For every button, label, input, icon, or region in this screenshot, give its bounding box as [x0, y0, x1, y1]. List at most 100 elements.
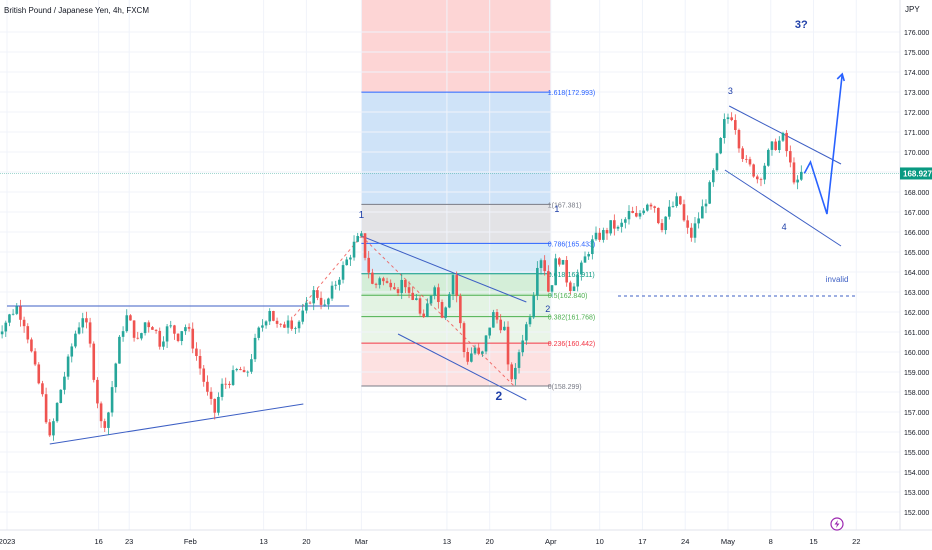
candle-body	[796, 179, 799, 183]
channel-lower	[397, 333, 527, 401]
candle-body	[484, 335, 488, 352]
candle-body	[96, 379, 99, 404]
candle-body	[363, 233, 367, 258]
candle-body	[301, 310, 305, 322]
candle-body	[327, 298, 330, 305]
candle-body	[466, 352, 469, 362]
candle-body	[616, 226, 620, 229]
candle-body	[202, 368, 206, 382]
candle-body	[268, 310, 272, 322]
candle-body	[737, 129, 741, 149]
candle-body	[176, 333, 180, 342]
candle-body	[686, 220, 689, 228]
candle-body	[400, 279, 404, 293]
candle-body	[448, 294, 451, 308]
candle-body	[752, 164, 755, 177]
price-tick-label: 158.000	[904, 390, 929, 397]
invalid-label: invalid	[826, 275, 849, 284]
candle-body	[275, 320, 279, 324]
candle-body	[723, 119, 726, 139]
fib-zone-lightgreen	[361, 295, 551, 317]
candle-body	[165, 326, 169, 342]
price-tick-label: 155.000	[904, 450, 929, 457]
candle-body	[675, 196, 678, 206]
time-tick-label: May	[721, 537, 735, 546]
candle-body	[382, 278, 385, 282]
candle-body	[415, 298, 418, 300]
candle-body	[74, 333, 77, 347]
lightning-icon[interactable]	[830, 517, 844, 531]
candle-body	[543, 260, 546, 272]
candle-body	[638, 213, 642, 217]
candle-body	[187, 327, 191, 329]
candle-body	[756, 176, 759, 180]
time-tick-label: Mar	[355, 537, 368, 546]
candle-body	[657, 207, 660, 224]
fib-level-label: 0.5(162.840)	[548, 293, 588, 300]
candle-body	[352, 241, 356, 258]
candle-body	[55, 402, 59, 422]
time-tick-label: 8	[769, 537, 773, 546]
candle-body	[253, 337, 257, 360]
price-tick-label: 176.000	[904, 30, 929, 37]
candle-body	[59, 389, 63, 403]
candle-body	[730, 117, 733, 121]
candle-body	[110, 387, 114, 413]
candle-body	[4, 322, 8, 332]
candle-body	[591, 239, 594, 255]
candle-body	[550, 285, 554, 292]
currency-label: JPY	[905, 5, 920, 14]
time-tick-label: 20	[486, 537, 494, 546]
candle-body	[690, 227, 693, 238]
price-tick-label: 165.000	[904, 250, 929, 257]
candle-body	[473, 347, 477, 354]
candle-body	[532, 295, 535, 318]
wave-label: 1	[554, 204, 559, 214]
candle-body	[81, 318, 85, 328]
time-tick-label: 17	[638, 537, 646, 546]
wave-label: 3?	[795, 19, 808, 31]
candle-body	[517, 352, 521, 368]
candle-body	[224, 383, 228, 385]
chart-grid	[0, 0, 900, 530]
candle-body	[297, 321, 301, 329]
candle-body	[235, 369, 239, 371]
fib-level-label: 1(167.381)	[548, 202, 582, 209]
candle-body	[162, 341, 165, 347]
candle-body	[598, 232, 601, 240]
candle-body	[330, 285, 334, 299]
candle-body	[481, 351, 484, 354]
candle-body	[781, 132, 785, 141]
candle-body	[367, 257, 371, 273]
candle-body	[316, 290, 319, 298]
time-axis[interactable]: 2023 16 23 Feb 13 20 Mar 13 20 Apr 10 17 24 May 8 15 22	[0, 537, 860, 546]
candle-body	[576, 274, 579, 287]
price-tick-label: 160.000	[904, 350, 929, 357]
price-tick-label: 157.000	[904, 410, 929, 417]
candle-body	[209, 391, 213, 399]
candle-body	[8, 314, 11, 323]
time-tick-label: 23	[125, 537, 133, 546]
candle-body	[492, 312, 495, 328]
time-tick-label: 10	[595, 537, 603, 546]
fib-level-label: 0(158.299)	[548, 384, 582, 391]
candle-body	[290, 320, 294, 329]
candle-body	[334, 284, 338, 286]
candle-body	[708, 182, 711, 204]
candle-body	[26, 326, 30, 340]
candle-body	[418, 298, 422, 314]
candle-body	[558, 258, 561, 265]
candle-body	[338, 279, 341, 285]
candle-body	[118, 336, 121, 364]
candle-body	[495, 312, 499, 320]
candle-body	[624, 219, 627, 223]
candle-body	[217, 396, 220, 413]
projection-arrow-head	[836, 72, 846, 82]
candle-body	[77, 327, 81, 334]
candle-body	[437, 287, 440, 303]
price-tick-label: 161.000	[904, 330, 929, 337]
candle-body	[715, 153, 719, 171]
candle-body	[345, 259, 349, 266]
candle-body	[44, 394, 48, 423]
